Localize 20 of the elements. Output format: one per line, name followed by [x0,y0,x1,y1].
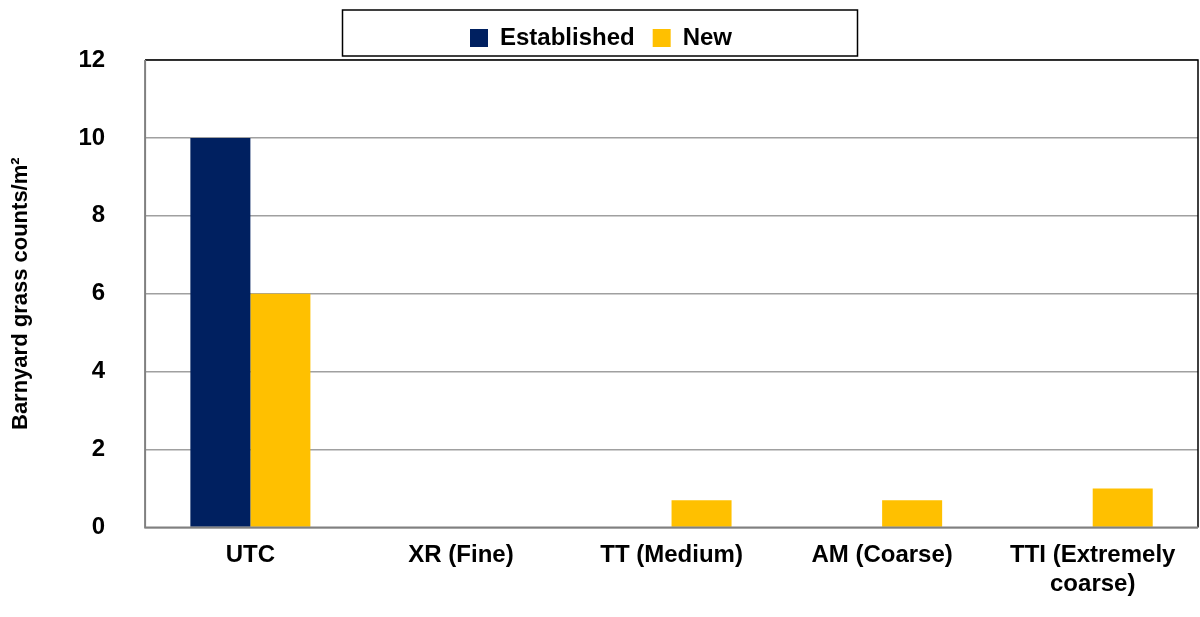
y-tick-label: 6 [91,278,106,306]
bar [250,293,311,527]
y-tick-label: 2 [91,434,106,462]
y-tick-label: 4 [91,356,106,384]
legend-label: Established [499,22,635,50]
y-tick-label: 8 [91,200,106,228]
x-tick-label: TTI (Extremely coarse) [1010,540,1177,597]
y-tick-label: 12 [78,44,106,72]
bar [671,500,732,527]
y-tick-label: 0 [91,512,106,540]
legend-label: New [682,22,733,50]
bar [1092,488,1153,527]
x-tick-label: XR (Fine) [408,540,514,568]
x-tick-label: UTC [225,540,276,568]
bar [190,137,251,527]
x-tick-label: AM (Coarse) [811,540,953,568]
y-tick-label: 10 [78,122,106,150]
y-axis-title: Barnyard grass counts/m² [7,157,33,431]
bar [882,500,943,527]
x-tick-label: TT (Medium) [600,540,743,568]
